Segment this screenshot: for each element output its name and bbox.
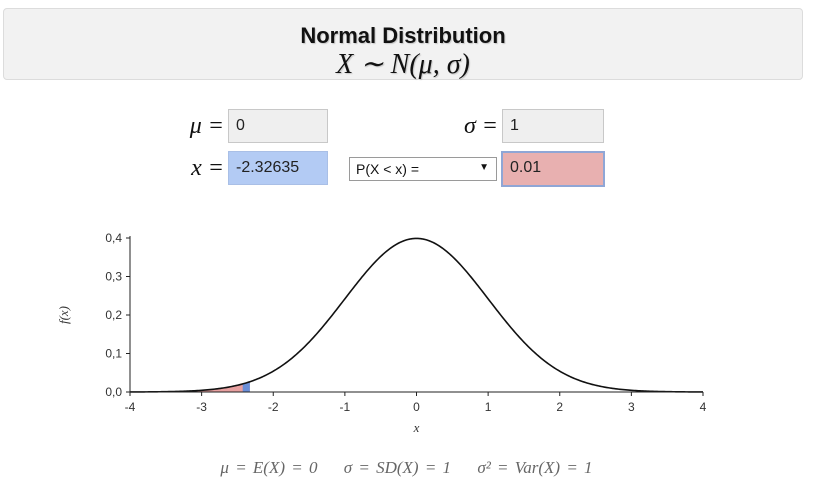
header-panel: Normal Distribution X ∼ N(μ, σ) bbox=[3, 8, 803, 80]
summary-formulas: μ = E(X) = 0 σ = SD(X) = 1 σ² = Var(X) =… bbox=[0, 458, 813, 478]
density-chart: -4 -3 -2 -1 0 1 2 3 4 0,0 0,1 0,2 0,3 0,4 x f(x) bbox=[56, 231, 707, 435]
tick-labels: -4 -3 -2 -1 0 1 2 3 4 0,0 0,1 0,2 0,3 0,4 bbox=[105, 231, 706, 414]
x-tick-label: -1 bbox=[340, 400, 351, 414]
probability-type-select[interactable]: P(X < x) = ▼ bbox=[349, 157, 497, 181]
x-tick-label: 4 bbox=[700, 400, 707, 414]
x-tick-label: 2 bbox=[556, 400, 563, 414]
y-tick-label: 0,3 bbox=[105, 270, 122, 284]
x-input[interactable]: -2.32635 bbox=[228, 151, 328, 185]
x-tick-label: 3 bbox=[628, 400, 635, 414]
y-axis-label: f(x) bbox=[56, 306, 71, 324]
sigma-input[interactable]: 1 bbox=[502, 109, 604, 143]
mu-input[interactable]: 0 bbox=[228, 109, 328, 143]
plot-area bbox=[129, 237, 704, 393]
chevron-down-icon: ▼ bbox=[479, 162, 489, 173]
y-tick-label: 0,0 bbox=[105, 385, 122, 399]
density-curve bbox=[129, 237, 704, 393]
x-label: x = bbox=[191, 155, 224, 181]
x-tick-label: 1 bbox=[485, 400, 492, 414]
x-tick-label: 0 bbox=[413, 400, 420, 414]
probability-input[interactable]: 0.01 bbox=[501, 151, 605, 187]
axes bbox=[126, 236, 704, 396]
mu-label: μ = bbox=[189, 113, 224, 139]
select-value: P(X < x) = bbox=[356, 161, 420, 177]
mean-formula: μ = E(X) = 0 bbox=[220, 458, 318, 477]
y-tick-label: 0,4 bbox=[105, 231, 122, 245]
sigma-label: σ = bbox=[463, 113, 498, 139]
x-axis-label: x bbox=[413, 420, 420, 435]
distribution-formula: X ∼ N(μ, σ) bbox=[336, 49, 470, 80]
x-tick-label: -3 bbox=[196, 400, 207, 414]
sd-formula: σ = SD(X) = 1 bbox=[343, 458, 452, 477]
y-tick-label: 0,2 bbox=[105, 308, 122, 322]
page-title: Normal Distribution bbox=[300, 23, 506, 48]
cutoff-marker bbox=[242, 381, 250, 392]
y-tick-label: 0,1 bbox=[105, 347, 122, 361]
x-tick-label: -2 bbox=[268, 400, 279, 414]
variance-formula: σ² = Var(X) = 1 bbox=[477, 458, 593, 477]
x-tick-label: -4 bbox=[125, 400, 136, 414]
shaded-tail-area bbox=[130, 381, 250, 392]
